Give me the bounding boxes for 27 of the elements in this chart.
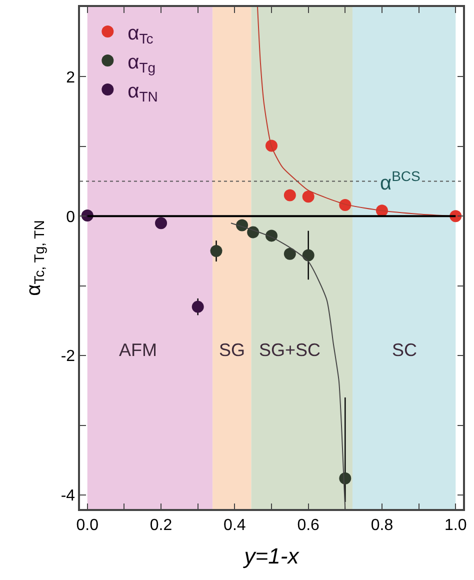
point [284,248,296,260]
x-tick-label: 0.6 [297,516,320,534]
x-axis-title: y=1-x [242,543,300,568]
point [284,189,296,202]
y-tick-label: -2 [60,348,76,366]
legend-label: α$_{Tg}$ [128,51,156,76]
point [210,245,222,258]
band-label: SG+SC [259,340,321,360]
band-label: SG [219,340,246,360]
point [192,300,204,313]
point [302,190,314,203]
ref-line-label: α$^{BCS}$ [380,168,420,194]
y-tick-label: 0 [66,208,76,226]
point [247,226,260,238]
legend-label: α$_{Tc}$ [128,22,154,47]
x-tick-label: 0.4 [224,516,246,534]
y-tick-label: -4 [60,488,76,505]
point [302,249,314,262]
band-label: SC [392,340,418,360]
band-label: AFM [119,340,157,360]
x-tick-label: 0.2 [150,516,172,534]
x-tick-label: 1.0 [444,516,467,534]
x-tick-label: 0.8 [370,516,394,534]
legend-label: α$_{TN}$ [128,80,158,105]
point [155,217,168,230]
x-tick-label: 0.0 [76,516,99,534]
y-tick-label: 2 [66,69,76,86]
